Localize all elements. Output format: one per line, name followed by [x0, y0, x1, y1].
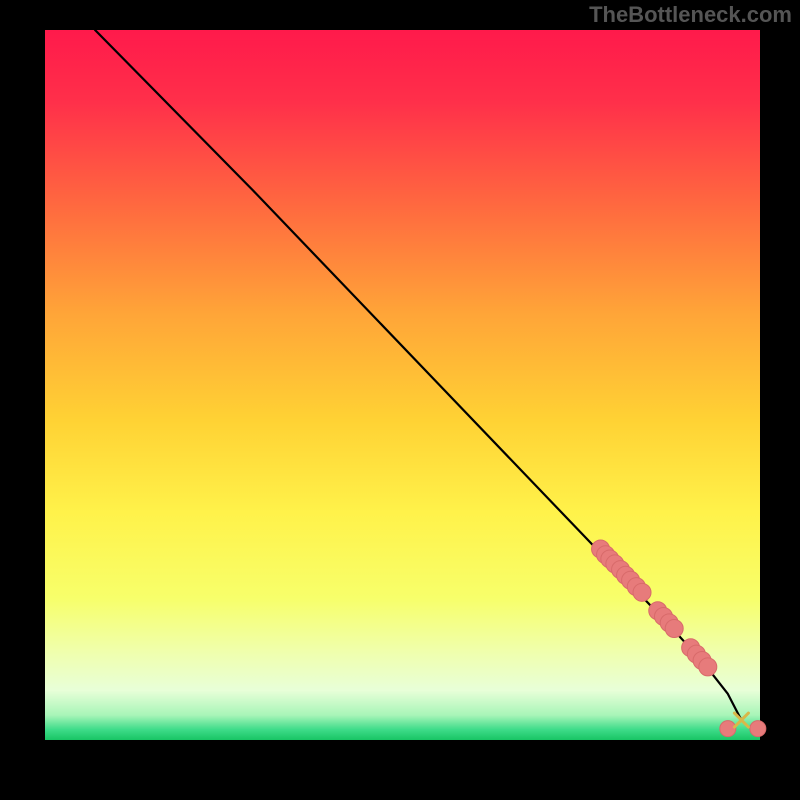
frame-bottom [0, 740, 800, 800]
chart-canvas: TheBottleneck.com [0, 0, 800, 800]
frame-right [760, 0, 800, 800]
frame-left [0, 0, 45, 800]
plot-area [45, 30, 760, 740]
watermark-text: TheBottleneck.com [589, 2, 792, 28]
